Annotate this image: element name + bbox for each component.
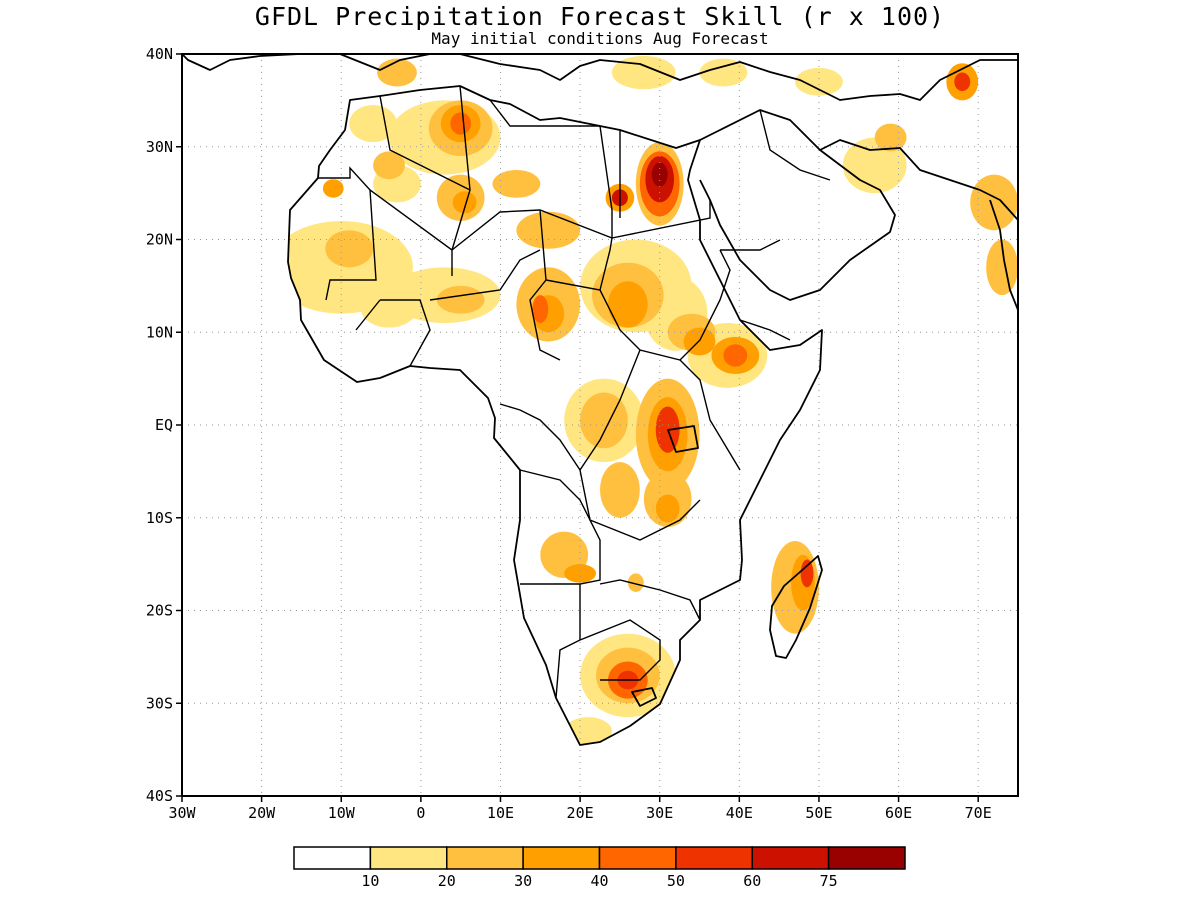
skill-contour-region (564, 564, 597, 583)
lat-tick-label: 40N (146, 45, 173, 63)
skill-contour-region (954, 72, 971, 92)
colorbar-swatch (369, 846, 448, 870)
country-borders (318, 85, 831, 699)
skill-contour-region (288, 220, 413, 314)
lat-tick-label: 20N (146, 231, 173, 249)
skill-contour-region (450, 112, 472, 135)
europe-south-coastline (459, 54, 1018, 101)
lon-tick-label: 30E (646, 804, 673, 822)
colorbar-swatch (751, 846, 830, 870)
colorbar-label: 60 (743, 872, 761, 890)
madagascar-coastline (769, 555, 823, 659)
lat-tick-label: 40S (146, 787, 173, 805)
skill-field-offshore (377, 55, 1018, 634)
lon-tick-label: 10W (328, 804, 356, 822)
colorbar-label: 10 (361, 872, 379, 890)
map-subtitle: May initial conditions Aug Forecast (431, 29, 769, 48)
skill-contour-region (322, 179, 344, 198)
longitude-axis: 30W 20W 10W 0 10E 20E 30E 40E 50E 60E 70E (168, 796, 992, 822)
skill-contour-region (607, 281, 648, 328)
skill-contour-region (516, 211, 581, 249)
map-title: GFDL Precipitation Forecast Skill (r x 1… (254, 2, 946, 31)
colorbar-label: 50 (667, 872, 685, 890)
skill-contour-region (349, 105, 397, 143)
latitude-axis: 40N 30N 20N 10N EQ 10S 20S 30S 40S (146, 45, 182, 805)
skill-contour-region (452, 191, 477, 214)
colorbar: 10 20 30 40 50 60 75 (293, 846, 906, 890)
skill-contour-region (377, 58, 417, 87)
skill-contour-region (723, 344, 748, 367)
lon-tick-label: 70E (965, 804, 992, 822)
iberia-coastline (182, 54, 431, 71)
lat-tick-label: 10S (146, 509, 173, 527)
skill-field (288, 100, 772, 745)
colorbar-swatch (293, 846, 372, 870)
africa-coastline (287, 85, 823, 746)
lon-tick-label: 40E (726, 804, 753, 822)
skill-contour-region (532, 295, 549, 323)
skill-contour-region (436, 285, 485, 314)
skill-contour-region (986, 239, 1018, 296)
skill-contour-region (600, 462, 640, 518)
skill-contour-region (800, 559, 814, 588)
colorbar-label: 40 (590, 872, 608, 890)
lon-tick-label: 10E (487, 804, 514, 822)
skill-contour-region (492, 169, 541, 198)
lesotho (631, 687, 657, 707)
lon-tick-label: 20W (248, 804, 276, 822)
lat-tick-label: 30N (146, 138, 173, 156)
skill-contour-region (373, 151, 405, 180)
skill-contour-region (611, 55, 676, 90)
skill-contour-region (699, 58, 748, 87)
lat-tick-label: 20S (146, 602, 173, 620)
colorbar-label: 30 (514, 872, 532, 890)
arabia-coastline (699, 109, 896, 301)
lon-tick-label: 0 (416, 804, 425, 822)
colorbar-label: 75 (820, 872, 838, 890)
lon-tick-label: 20E (567, 804, 594, 822)
colorbar-label: 20 (438, 872, 456, 890)
lon-tick-label: 50E (805, 804, 832, 822)
lat-tick-label: EQ (155, 416, 173, 434)
lon-tick-label: 30W (168, 804, 196, 822)
colorbar-swatch (675, 846, 753, 870)
skill-contour-region (325, 230, 374, 268)
india-coastline (989, 199, 1018, 311)
skill-contour-region (970, 174, 1018, 231)
colorbar-swatch (446, 846, 524, 870)
skill-contour-region (655, 494, 680, 523)
colorbar-swatch (598, 846, 677, 870)
lon-tick-label: 60E (885, 804, 912, 822)
skill-contour-region (580, 392, 628, 449)
skill-contour-region (564, 717, 612, 745)
lat-tick-label: 30S (146, 694, 173, 712)
lake-victoria (667, 425, 699, 453)
skill-contour-region (739, 233, 764, 256)
skill-contour-region (627, 573, 644, 592)
colorbar-swatch (827, 846, 906, 870)
skill-contour-region (795, 67, 843, 96)
colorbar-swatch (522, 846, 601, 870)
lat-tick-label: 10N (146, 323, 173, 341)
persian-gulf-coastline (819, 139, 1018, 221)
